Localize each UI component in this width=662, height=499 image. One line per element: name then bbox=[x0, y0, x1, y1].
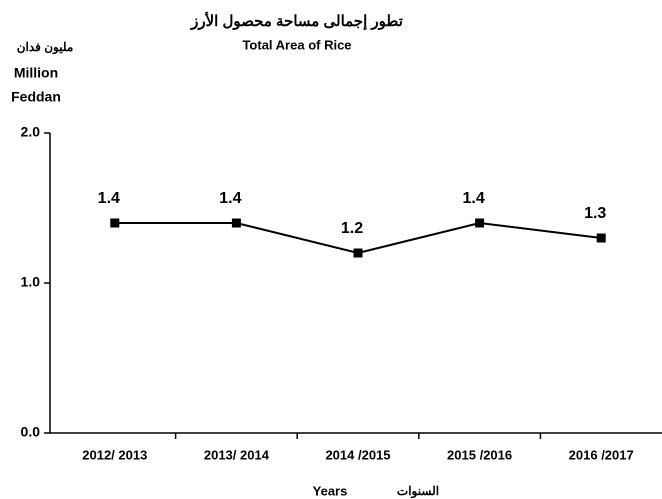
data-point bbox=[596, 233, 606, 243]
y-tick-label: 0.0 bbox=[21, 424, 41, 440]
y-tick-label: 2.0 bbox=[21, 124, 41, 140]
data-label: 1.4 bbox=[462, 190, 484, 207]
x-axis-label: السنوات bbox=[397, 484, 439, 499]
data-point bbox=[110, 218, 120, 228]
data-point bbox=[353, 248, 363, 258]
data-label: 1.3 bbox=[584, 205, 606, 222]
data-label: 1.4 bbox=[219, 190, 241, 207]
y-axis-label: Million bbox=[14, 65, 58, 81]
y-tick-label: 1.0 bbox=[21, 274, 41, 290]
data-point bbox=[231, 218, 241, 228]
data-label: 1.4 bbox=[98, 190, 120, 207]
x-tick-label: 2014 /2015 bbox=[325, 447, 390, 462]
data-point bbox=[475, 218, 485, 228]
data-label: 1.2 bbox=[341, 220, 363, 237]
y-axis-label: مليون فدان bbox=[17, 40, 74, 55]
x-tick-label: 2012/ 2013 bbox=[82, 447, 147, 462]
chart-subtitle: Total Area of Rice bbox=[242, 37, 351, 52]
x-axis-label: Years bbox=[313, 483, 348, 498]
y-axis-label: Feddan bbox=[11, 89, 61, 105]
chart-title: تطور إجمالى مساحة محصول الأرز bbox=[190, 11, 403, 30]
x-tick-label: 2013/ 2014 bbox=[204, 447, 270, 462]
x-tick-label: 2016 /2017 bbox=[569, 447, 634, 462]
x-tick-label: 2015 /2016 bbox=[447, 447, 512, 462]
